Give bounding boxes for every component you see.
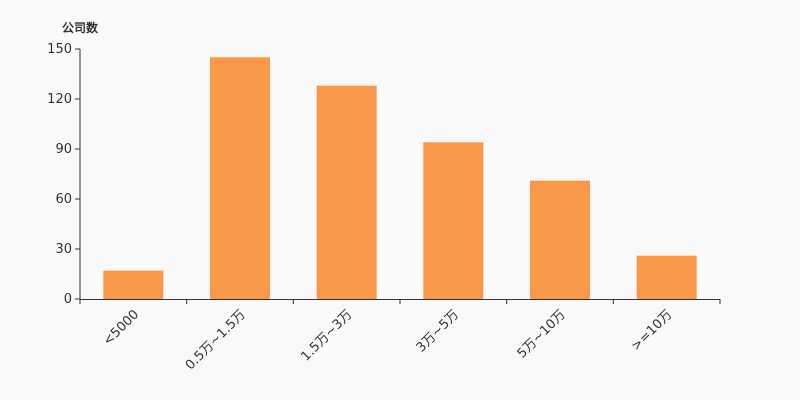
y-tick-label: 30 [55,242,72,257]
x-tick-label: 3万~5万 [414,307,462,355]
bar-5 [636,255,697,299]
bar-0 [103,270,164,299]
bar-3 [423,142,484,299]
x-tick-label: <5000 [100,307,142,349]
x-tick-label: >=10万 [629,307,676,354]
y-tick-label: 150 [47,42,72,57]
y-tick-label: 60 [55,192,72,207]
y-tick-label: 0 [64,292,72,307]
bar-4 [530,180,590,299]
x-tick-label: 0.5万~1.5万 [183,307,249,373]
bar-2 [316,85,377,300]
y-axis-label: 公司数 [62,20,99,35]
x-tick-label: 5万~10万 [515,307,569,361]
y-tick-label: 120 [47,92,72,107]
x-tick-label: 1.5万~3万 [298,307,355,364]
y-tick-label: 90 [55,142,72,157]
bar-1 [210,57,270,300]
